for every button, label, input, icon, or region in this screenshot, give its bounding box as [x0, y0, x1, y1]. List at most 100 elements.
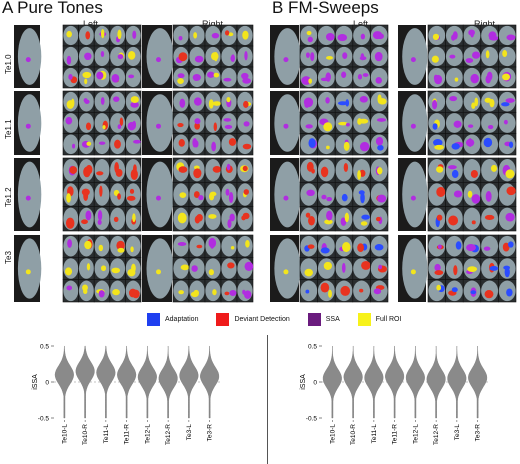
panel-a-right-label: Right: [202, 19, 224, 29]
x-tick-label: Te10-L: [329, 424, 336, 444]
activation-blob: [341, 71, 347, 79]
axial-brain: [481, 158, 499, 182]
activation-blob: [82, 71, 92, 79]
activation-blob: [115, 168, 123, 177]
activation-blob: [196, 244, 203, 249]
violin-body: [117, 345, 137, 419]
activation-blob: [132, 30, 137, 39]
activation-blob: [198, 195, 204, 201]
activation-blob: [86, 263, 91, 271]
activation-blob: [305, 289, 310, 294]
activation-blob: [178, 35, 183, 41]
sagittal-brain: [146, 161, 174, 228]
activation-blob: [66, 193, 72, 203]
axial-brain: [498, 46, 516, 67]
activation-blob: [98, 290, 105, 298]
activation-blob: [432, 99, 438, 110]
sagittal-roi-mark: [410, 123, 416, 129]
activation-blob: [451, 143, 460, 150]
activation-blob: [357, 170, 361, 180]
activation-blob: [81, 219, 88, 225]
legend-item-deviant-detection: Deviant Detection: [216, 313, 290, 326]
activation-blob: [436, 214, 443, 221]
activation-blob: [436, 186, 446, 197]
activation-blob: [177, 212, 187, 224]
sagittal-roi-mark: [156, 123, 161, 129]
sagittal-roi-mark: [25, 195, 31, 201]
axial-brain: [300, 113, 318, 133]
activation-blob: [453, 190, 463, 198]
activation-blob: [208, 269, 214, 276]
activation-blob: [179, 98, 186, 108]
activation-blob: [117, 193, 121, 200]
violin-body: [96, 345, 116, 419]
violin-body: [137, 345, 157, 419]
activation-blob: [71, 143, 76, 149]
axial-brain: [463, 91, 481, 112]
axial-brain: [317, 207, 335, 231]
activation-blob: [337, 33, 348, 42]
legend-swatch-deviant-detection: [216, 313, 230, 326]
activation-blob: [451, 287, 458, 293]
activation-blob: [228, 138, 237, 146]
activation-blob: [358, 190, 365, 195]
sagittal-brain: [17, 94, 42, 152]
axial-brain: [205, 113, 221, 133]
activation-blob: [338, 121, 348, 126]
y-tick-label: 0.5: [308, 344, 317, 351]
activation-blob: [328, 289, 332, 298]
axial-brain: [94, 158, 110, 182]
activation-blob: [211, 32, 220, 39]
axial-brain: [78, 258, 94, 279]
y-axis-label: iSSA: [32, 374, 39, 390]
activation-blob: [208, 237, 217, 248]
activation-blob: [132, 120, 137, 129]
activation-blob: [506, 34, 516, 41]
activation-blob: [130, 246, 134, 253]
activation-blob: [84, 52, 92, 61]
sagittal-brain: [402, 94, 428, 152]
violin-body: [364, 345, 384, 419]
activation-blob: [360, 53, 365, 61]
axial-brain: [205, 207, 221, 231]
violin-body: [179, 345, 199, 419]
activation-blob: [470, 290, 477, 295]
activation-blob: [127, 50, 136, 60]
sagittal-roi-mark: [156, 57, 161, 63]
activation-blob: [68, 74, 73, 80]
activation-blob: [374, 51, 383, 62]
activation-blob: [227, 262, 235, 269]
activation-blob: [341, 193, 348, 202]
activation-blob: [505, 169, 515, 179]
legend-item-ssa: SSA: [307, 313, 340, 326]
activation-blob: [340, 217, 347, 226]
activation-blob: [342, 52, 348, 59]
activation-blob: [113, 216, 119, 223]
axial-brain: [221, 235, 237, 257]
axial-brain: [370, 113, 388, 133]
axial-brain: [221, 113, 237, 133]
activation-blob: [84, 240, 92, 250]
activation-blob: [208, 192, 215, 201]
activation-blob: [436, 284, 442, 291]
activation-blob: [470, 73, 479, 84]
sagittal-roi-mark: [156, 269, 161, 275]
activation-blob: [486, 71, 493, 81]
activation-blob: [453, 265, 458, 276]
activation-blob: [447, 165, 457, 170]
legend-item-adaptation: Adaptation: [147, 313, 198, 326]
legend-item-full-roi: Full ROI: [357, 313, 401, 326]
x-tick-label: Te12-R: [165, 424, 172, 445]
activation-blob: [224, 30, 230, 36]
activation-blob: [224, 124, 233, 129]
axial-brain: [300, 258, 318, 279]
activation-blob: [451, 34, 456, 41]
activation-blob: [86, 141, 92, 146]
activation-blob: [243, 100, 249, 108]
activation-blob: [227, 219, 232, 229]
activation-blob: [308, 138, 316, 148]
activation-blob: [361, 260, 371, 270]
activation-blob: [193, 191, 200, 198]
activation-blob: [210, 244, 214, 249]
activation-blob: [230, 54, 235, 63]
